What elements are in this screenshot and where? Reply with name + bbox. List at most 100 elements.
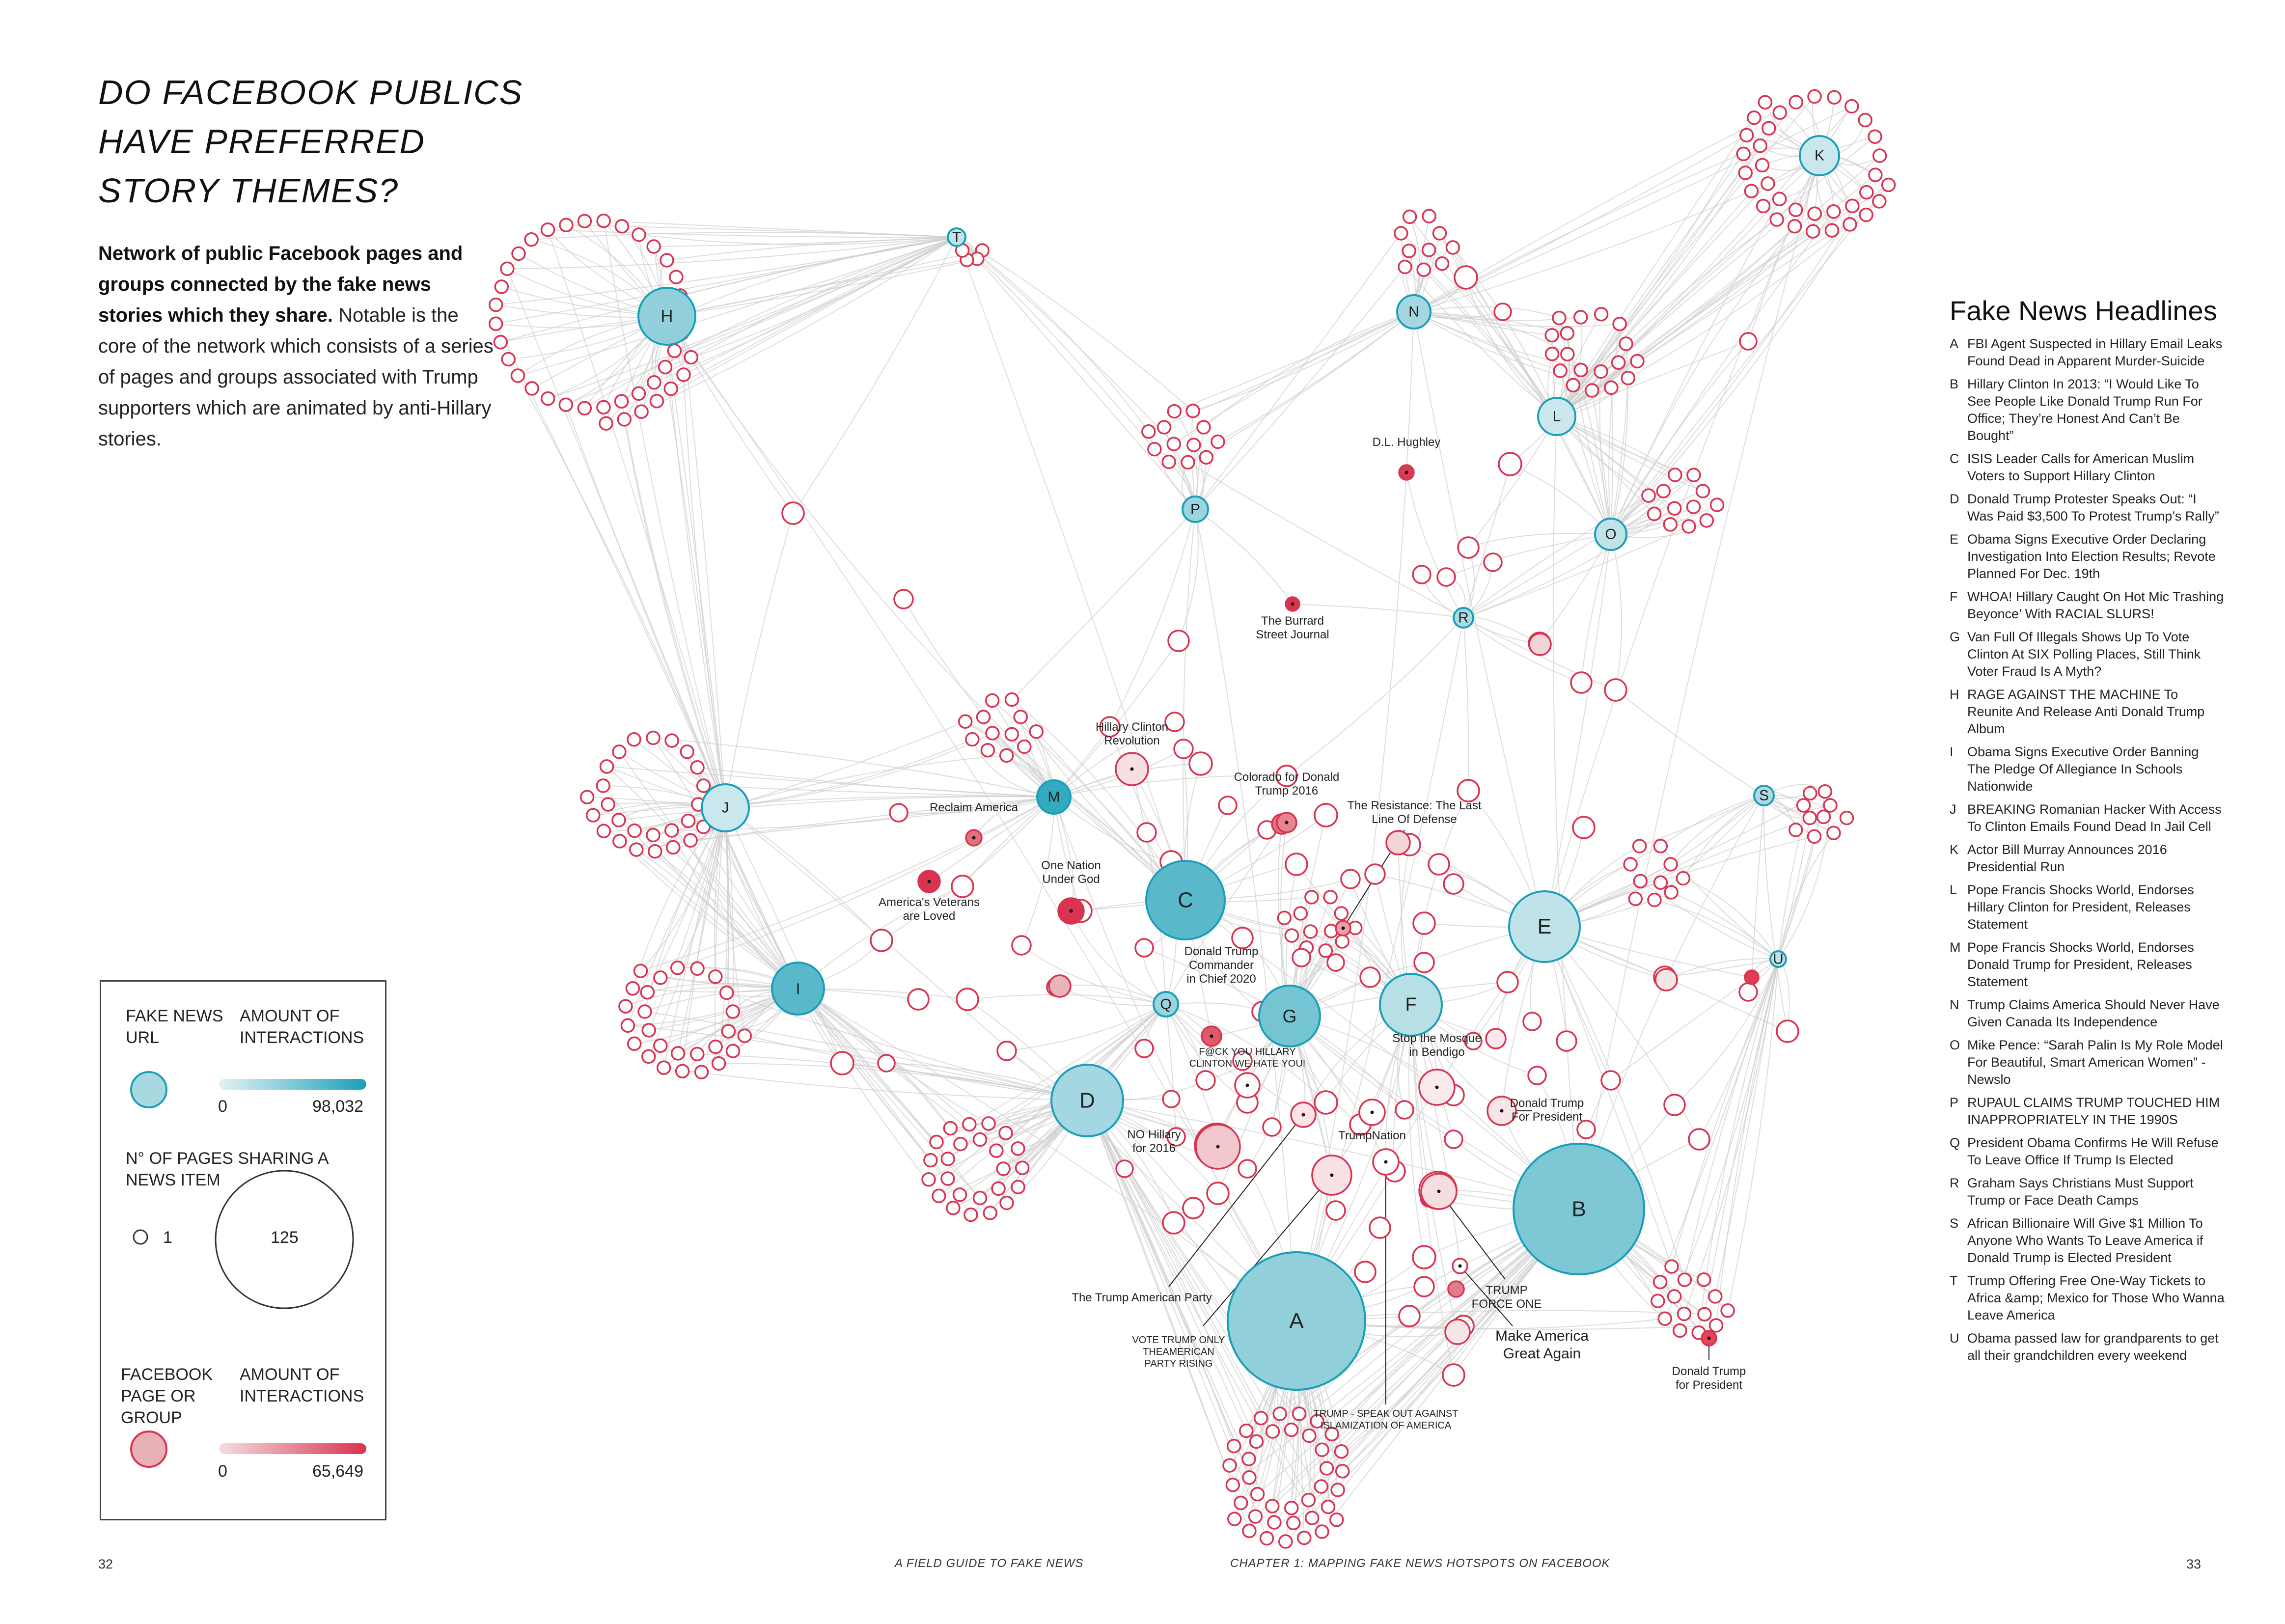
- page-node: [681, 813, 696, 828]
- page-node: [1761, 176, 1775, 191]
- page-node: [1182, 1197, 1205, 1219]
- page-node: [647, 375, 661, 390]
- page-node: [1464, 1032, 1483, 1050]
- headline-item: Q President Obama Confirms He Will Refuse…: [1950, 1134, 2225, 1169]
- page-node: [1329, 1513, 1344, 1527]
- page-node: [631, 386, 646, 401]
- page-node: [683, 833, 698, 848]
- page-node: [641, 1049, 656, 1064]
- page-node: [1498, 452, 1522, 476]
- edge: [1778, 836, 1815, 960]
- edge: [518, 237, 957, 376]
- page-node: [1772, 105, 1788, 120]
- page-node: [1241, 1452, 1256, 1466]
- page-node: [1369, 1216, 1391, 1239]
- page-node: [1443, 873, 1464, 895]
- page-node: [889, 803, 908, 823]
- page-label: D.L. Hughley: [1373, 436, 1441, 449]
- edge: [1410, 1004, 1460, 1266]
- edge: [1674, 959, 1779, 1105]
- edge: [653, 737, 1054, 798]
- edge: [798, 988, 991, 1213]
- page-node: [1859, 185, 1874, 200]
- page-node: [596, 824, 611, 839]
- headline-key: A: [1950, 336, 1959, 351]
- page-node: [1664, 885, 1679, 900]
- page-node-dot: [1069, 909, 1073, 913]
- legend-large-circle: [215, 1170, 354, 1309]
- page-node: [1788, 823, 1803, 837]
- edge: [977, 258, 1196, 510]
- page-node: [972, 1132, 988, 1147]
- edge: [1087, 1100, 1267, 1539]
- page-node: [1807, 89, 1822, 104]
- page-node: [1428, 853, 1450, 876]
- page-node: [1412, 565, 1432, 584]
- edge: [1463, 495, 1649, 618]
- page-node: [962, 1117, 977, 1132]
- edge: [683, 237, 957, 375]
- page-node: [940, 1171, 955, 1186]
- page-node: [1604, 380, 1619, 395]
- page-label: Donald Trump: [1672, 1365, 1746, 1378]
- page-node: [1284, 1501, 1299, 1515]
- legend-fb-max: 65,649: [312, 1462, 363, 1481]
- facebook-page-nodes: [488, 89, 1896, 1549]
- edge: [1452, 247, 1611, 535]
- page-node: [1789, 95, 1803, 110]
- page-node: [1250, 1486, 1265, 1502]
- hub-edge: [1552, 416, 1579, 1210]
- headline-key: E: [1950, 532, 1959, 547]
- page-node: [540, 222, 555, 237]
- edge: [1654, 899, 1779, 960]
- page-node: [1206, 1182, 1230, 1205]
- headline-item: M Pope Francis Shocks World, Endorses Don…: [1950, 939, 2225, 991]
- edge: [1610, 378, 1629, 535]
- page-node: [953, 1136, 968, 1152]
- edge: [1087, 1100, 1329, 1508]
- edge: [1423, 269, 1557, 417]
- page-node: [627, 1036, 642, 1051]
- page-node: [1576, 1120, 1596, 1139]
- edge: [1699, 959, 1779, 1140]
- edge: [1560, 370, 1611, 535]
- page-node: [1677, 1306, 1692, 1321]
- page-node: [1432, 226, 1447, 241]
- legend-url-swatch: [130, 1071, 167, 1108]
- page-node: [1233, 1495, 1248, 1511]
- page-node: [1527, 1066, 1547, 1085]
- edge: [715, 807, 726, 1047]
- page-node: [1422, 209, 1436, 223]
- edge: [1640, 795, 1764, 882]
- edge: [1778, 818, 1811, 960]
- page-node: [940, 1152, 955, 1166]
- page-node: [1239, 1423, 1254, 1438]
- edge: [640, 797, 1054, 972]
- page-node: [1483, 552, 1503, 572]
- page-node: [943, 1121, 958, 1136]
- page-node: [1651, 1294, 1665, 1308]
- page-label: Reclaim America: [930, 801, 1019, 814]
- edge: [1556, 341, 1749, 417]
- page-node-dot: [1245, 1083, 1249, 1087]
- page-node: [1747, 110, 1762, 125]
- edge: [1610, 341, 1749, 535]
- page-node: [951, 875, 974, 898]
- url-node: [1145, 860, 1226, 940]
- page-node: [1395, 1100, 1414, 1120]
- edge: [1413, 191, 1752, 312]
- footer-right-title: CHAPTER 1: MAPPING FAKE NEWS HOTSPOTS ON…: [1230, 1557, 1610, 1570]
- page-node: [1681, 519, 1696, 534]
- edge: [603, 220, 726, 808]
- page-node: [646, 827, 661, 843]
- page-node: [1612, 316, 1627, 331]
- page-label: TrumpNation: [1338, 1129, 1406, 1142]
- page-label: Donald Trump: [1510, 1097, 1584, 1110]
- edge: [1727, 959, 1779, 1311]
- page-label: One Nation: [1041, 859, 1101, 872]
- edge: [547, 229, 726, 808]
- edge: [1195, 509, 1293, 605]
- page-node: [1755, 158, 1770, 173]
- url-node-letter: C: [1178, 888, 1193, 912]
- page-node: [1303, 924, 1318, 939]
